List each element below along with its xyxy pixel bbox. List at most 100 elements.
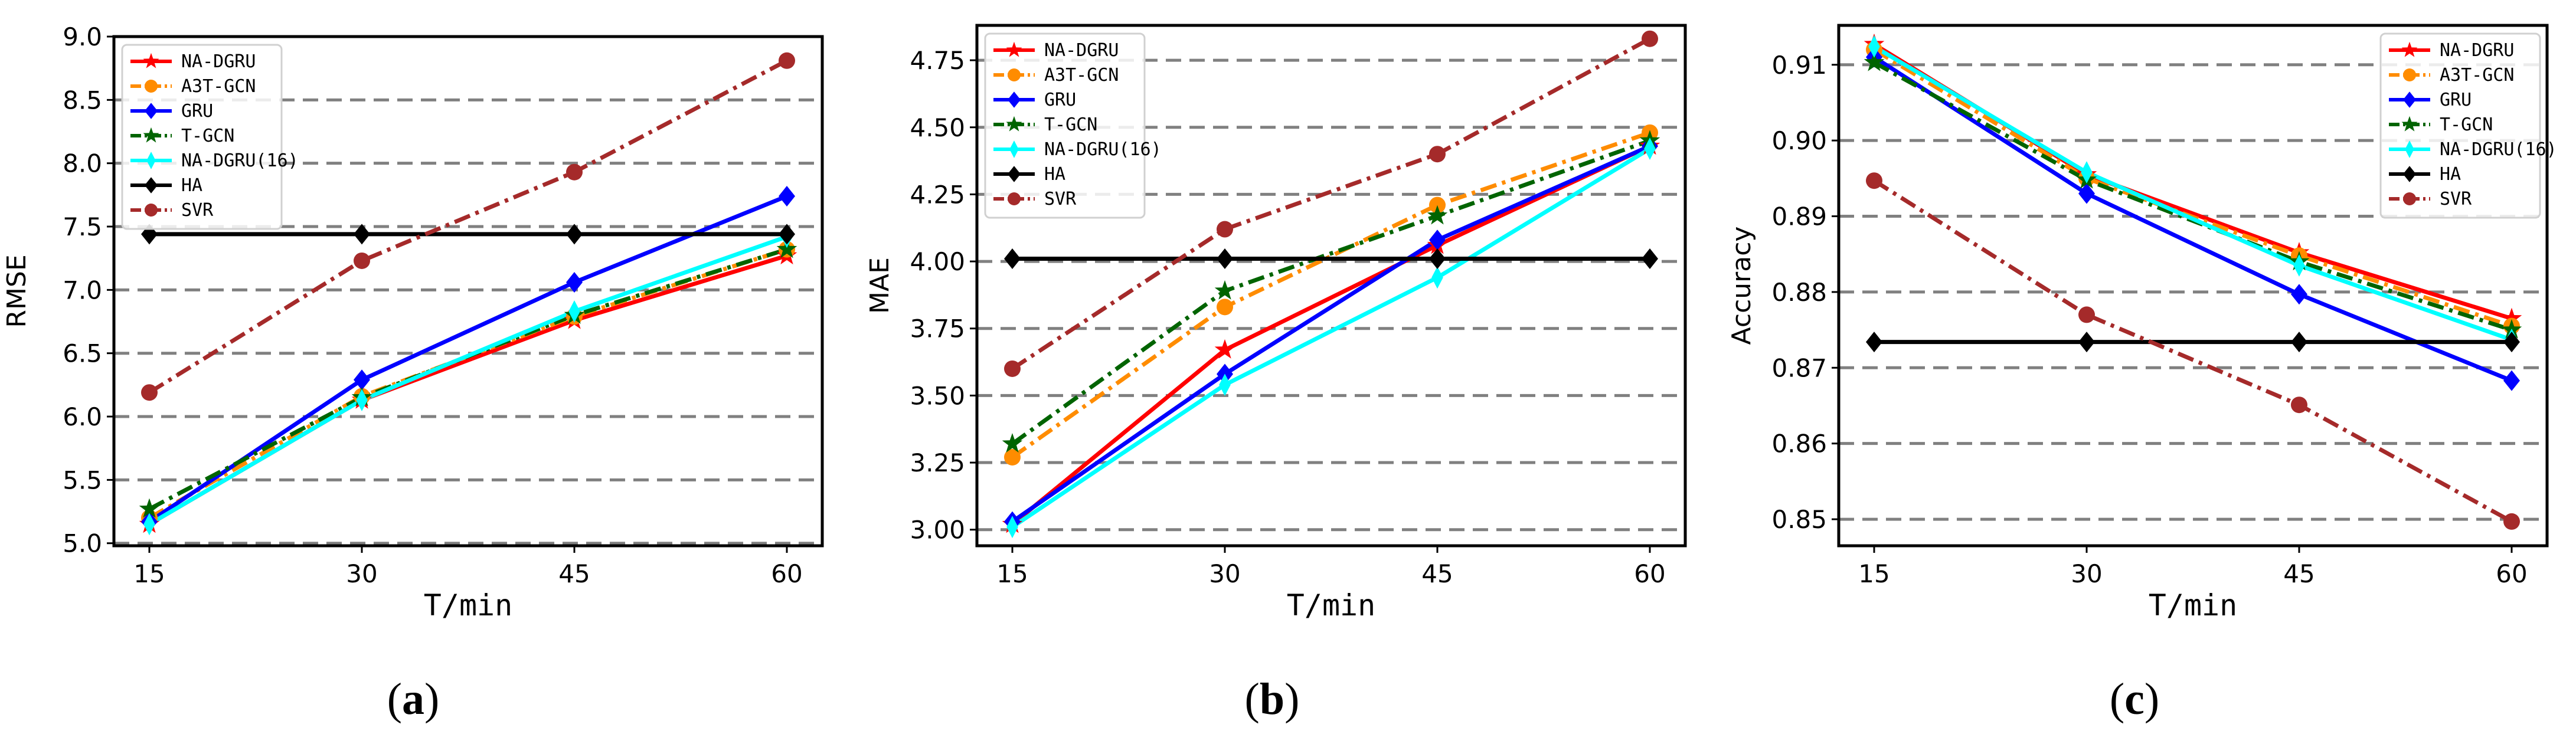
series-line-SVR [1011,37,1651,371]
series-line-SVR [148,58,788,395]
series-line-GRU [148,194,788,524]
plot-frame [975,24,1687,548]
data-point-NA-DGRU(16) [1644,137,1656,160]
legend-marker [145,103,158,119]
x-tick-label: 60 [771,559,802,588]
plot-frame [112,35,824,548]
series-line-A3T-GCN [1011,130,1651,459]
legend-box [984,32,1146,219]
data-point-T-GCN [1002,433,1023,453]
data-point-NA-DGRU(16) [1006,516,1018,539]
x-tick-label: 60 [2496,559,2527,588]
legend: NA-DGRU A3T-GCN GRU T-GCN NA-DGRU(16) HA SVR [984,32,1162,219]
data-point-SVR [1004,360,1021,377]
legend-label: NA-DGRU(16) [181,150,299,171]
data-point-HA [1217,248,1233,270]
data-point-HA [2291,332,2307,353]
y-tick-label: 4.75 [910,46,965,75]
data-point-A3T-GCN [1004,448,1021,466]
legend-label: GRU [181,101,213,122]
data-point-A3T-GCN [1217,299,1233,316]
y-tick-label: 3.75 [910,314,965,343]
x-tick-label: 15 [996,559,1028,588]
y-tick-label: 4.50 [910,113,965,142]
legend-label: NA-DGRU [181,51,256,72]
y-tick-label: 0.86 [1771,430,1827,458]
x-tick-label: 45 [558,559,590,588]
legend-label: HA [2440,164,2461,185]
legend-label: NA-DGRU [1044,40,1119,61]
legend-marker [1006,116,1022,132]
legend-label: A3T-GCN [2440,65,2514,86]
data-point-GRU [779,185,795,207]
legend-marker [2405,140,2414,158]
legend-marker [145,177,158,194]
series-line-GRU [1873,55,2513,383]
data-point-T-GCN [1864,51,1885,71]
data-point-NA-DGRU(16) [356,389,368,412]
y-tick-label: 0.87 [1771,353,1827,382]
legend-label: T-GCN [181,126,234,146]
panel-caption: (c) [2110,674,2159,724]
y-tick-label: 5.0 [63,529,102,558]
data-point-GRU [2078,183,2095,204]
x-tick-label: 30 [2071,559,2102,588]
legend-marker [1006,41,1022,57]
x-tick-label: 15 [133,559,165,588]
series-line-NA-DGRU(16) [1011,147,1651,529]
data-point-SVR [2078,306,2095,323]
series-line-NA-DGRU(16) [148,234,788,526]
y-tick-label: 4.00 [910,247,965,276]
y-tick-label: 3.50 [910,381,965,410]
legend-label: HA [181,175,202,196]
chart-panel-c: 0.85 0.86 0.87 0.88 0.89 0.90 0.91 15 30 45 60 T/mi… [1727,24,2557,724]
legend-label: HA [1044,164,1065,185]
data-point-NA-DGRU(16) [568,300,580,323]
legend: NA-DGRU A3T-GCN GRU T-GCN NA-DGRU(16) HA SVR [121,44,299,230]
legend-label: A3T-GCN [181,76,256,97]
data-point-HA [1642,248,1658,270]
data-point-GRU [354,369,370,391]
x-axis-label: T/min [2149,588,2238,622]
data-point-NA-DGRU(16) [2081,161,2093,183]
y-tick-label: 3.25 [910,448,965,477]
legend-label: NA-DGRU(16) [1044,139,1162,160]
legend-marker [2401,116,2418,132]
y-tick-label: 8.0 [63,149,102,178]
x-axis-label: T/min [1287,588,1376,622]
y-tick-label: 4.25 [910,180,965,209]
legend-label: GRU [2440,90,2472,110]
x-tick-label: 45 [2283,559,2315,588]
data-point-SVR [1217,221,1233,238]
legend-marker [146,152,156,169]
data-point-T-GCN [776,238,797,258]
y-axis-label: MAE [865,257,895,314]
data-point-NA-DGRU(16) [143,513,155,536]
legend-label: NA-DGRU(16) [2440,139,2557,160]
y-axis-label: Accuracy [1727,227,1757,345]
legend-box [121,44,283,230]
y-tick-label: 6.5 [63,339,102,368]
legend-marker [143,53,159,68]
data-point-GRU [1429,230,1446,251]
chart-panel-b: 3.00 3.25 3.50 3.75 4.00 4.25 4.50 4.75 15 30 45 60… [865,24,1687,724]
data-point-NA-DGRU [2501,307,2522,327]
data-point-HA [779,224,795,245]
y-axis-label: RMSE [2,254,32,327]
data-point-HA [2078,332,2095,353]
legend-marker [145,204,158,217]
legend-label: SVR [1044,189,1077,209]
data-point-T-GCN [1214,280,1235,300]
y-tick-label: 0.85 [1771,505,1827,534]
y-tick-label: 3.00 [910,516,965,545]
legend-marker [1009,140,1019,158]
legend-label: GRU [1044,90,1076,110]
data-point-T-GCN [139,498,160,518]
legend-label: T-GCN [2440,114,2493,135]
data-point-GRU [566,271,583,293]
legend-marker [1008,192,1021,205]
data-point-SVR [2503,513,2520,530]
legend-marker [143,127,159,143]
panel-caption: (a) [387,674,440,724]
